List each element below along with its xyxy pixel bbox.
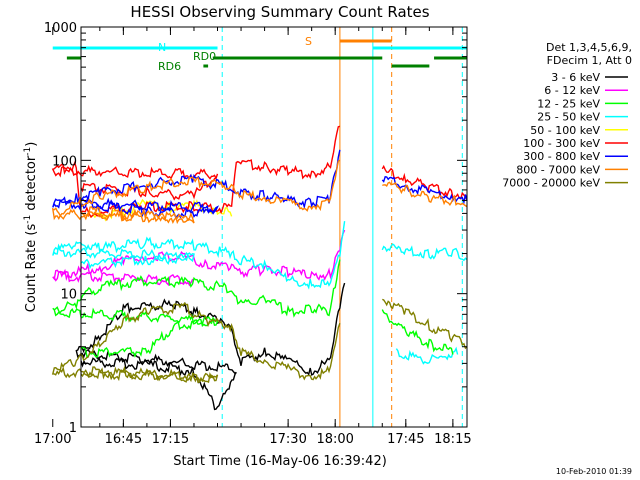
late-series-line-4: [382, 298, 468, 350]
x-tick-label-0: 16:45: [105, 432, 142, 447]
state-label-rd6: RD6: [158, 60, 181, 73]
series-line-0: [75, 282, 346, 411]
late-series-line-3: [381, 243, 468, 262]
legend-label-5: 100 - 300 keV: [523, 137, 600, 150]
legend-header-1: FDecim 1, Att 0: [547, 54, 632, 67]
y-axis-label: Count Rate (s-1 detector-1): [23, 142, 39, 313]
state-label-n: N: [158, 41, 166, 54]
series-line-7: [51, 159, 341, 225]
x-tick-label-6: 18:15: [434, 432, 471, 447]
series-line-1: [52, 229, 346, 287]
legend: Det 1,3,4,5,6,9,FDecim 1, Att 0 3 - 6 keV…: [502, 41, 632, 190]
y-axis-label-part: -1: [23, 215, 33, 224]
legend-label-8: 7000 - 20000 keV: [502, 177, 600, 190]
legend-label-4: 50 - 100 keV: [530, 124, 600, 137]
x-axis-label: Start Time (16-May-06 16:39:42): [173, 454, 387, 469]
legend-header-0: Det 1,3,4,5,6,9,: [546, 41, 632, 54]
state-label-s: S: [305, 35, 312, 48]
late-series-line-6: [381, 309, 454, 355]
x-axis-ticks: 16:45 17:00 17:15 17:30 17:45 18:00 18:15: [34, 27, 472, 447]
x-tick-label-3: 17:30: [269, 432, 306, 447]
series-line-6: [52, 149, 341, 219]
legend-label-6: 300 - 800 keV: [523, 150, 600, 163]
state-label-rd0: RD0: [193, 50, 216, 63]
legend-label-2: 12 - 25 keV: [537, 97, 600, 110]
series-line-2: [52, 259, 341, 359]
late-series-line-0: [381, 164, 468, 201]
series-line-8: [51, 301, 341, 384]
legend-label-1: 6 - 12 keV: [544, 84, 600, 97]
y-tick-label-2: 100: [52, 154, 77, 169]
observing-state-bars: N RD0 RD6 S: [52, 35, 467, 73]
y-tick-label-0: 1: [69, 421, 77, 436]
x-tick-label-2: 17:15: [152, 432, 189, 447]
late-series-line-2: [382, 181, 468, 208]
y-tick-label-3: 1000: [44, 21, 77, 36]
x-tick-label-5: 18:00: [316, 432, 353, 447]
y-axis-label-part: detector: [24, 155, 39, 215]
legend-label-0: 3 - 6 keV: [551, 71, 600, 84]
y-axis-ticks: 1 10 100 1000: [44, 21, 467, 436]
x-tick-label-4: 17:45: [387, 432, 424, 447]
y-axis-label-part: -1: [23, 147, 33, 156]
legend-label-3: 25 - 50 keV: [537, 111, 600, 124]
footer-timestamp: 10-Feb-2010 01:39: [556, 467, 632, 476]
y-axis-label-part: Count Rate (s: [24, 224, 39, 313]
late-series-line-5: [395, 346, 459, 365]
x-tick-label-1: 17:00: [34, 432, 71, 447]
y-tick-label-1: 10: [60, 288, 77, 303]
chart-title: HESSI Observing Summary Count Rates: [130, 3, 429, 21]
plot-frame: [80, 26, 468, 428]
series-layer: [51, 125, 468, 411]
series-line-5: [51, 125, 341, 218]
y-axis-label-part: ): [24, 142, 39, 147]
series-line-3: [52, 221, 346, 290]
legend-label-7: 800 - 7000 keV: [516, 163, 600, 176]
